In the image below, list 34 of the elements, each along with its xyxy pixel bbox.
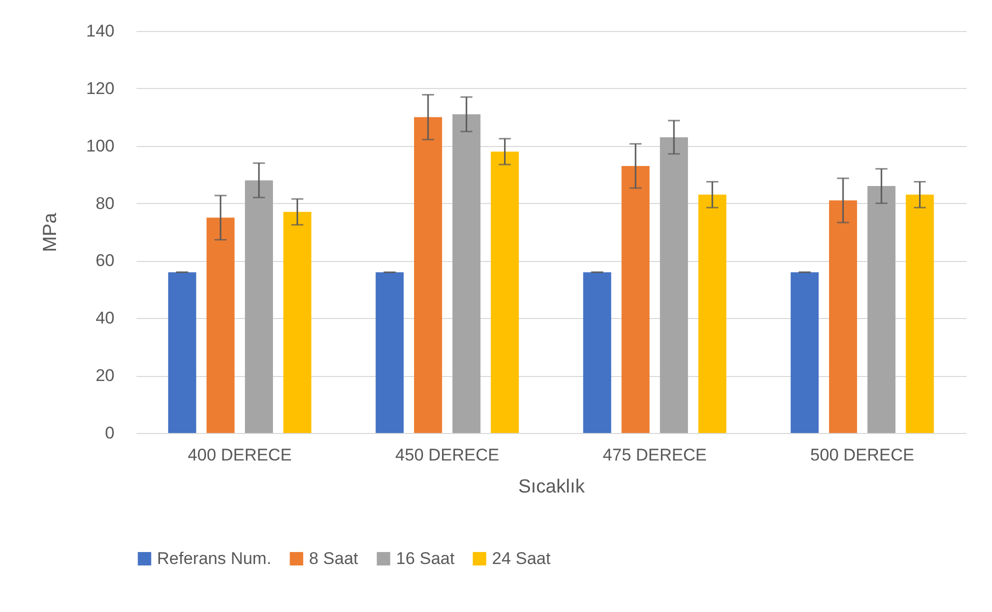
x-tick-label: 500 DERECE bbox=[810, 446, 914, 464]
bar bbox=[168, 272, 196, 433]
y-axis-title: MPa bbox=[40, 212, 62, 252]
bar bbox=[622, 166, 650, 433]
bar bbox=[790, 272, 819, 433]
legend-label: 16 Saat bbox=[396, 548, 455, 568]
x-tick-label: 450 DERECE bbox=[395, 446, 500, 464]
x-tick-label: 475 DERECE bbox=[602, 446, 707, 464]
bar bbox=[414, 117, 442, 433]
bar bbox=[244, 180, 273, 433]
legend-label: 24 Saat bbox=[492, 548, 551, 568]
legend-label: Referans Num. bbox=[157, 548, 272, 568]
y-tick-label: 120 bbox=[86, 78, 114, 98]
bar bbox=[583, 272, 612, 433]
bar bbox=[906, 194, 934, 433]
bar bbox=[376, 272, 404, 433]
y-tick-label: 0 bbox=[105, 424, 114, 442]
bar bbox=[490, 152, 519, 433]
y-tick-label: 100 bbox=[86, 136, 114, 156]
bar bbox=[283, 212, 312, 433]
y-tick-label: 80 bbox=[96, 194, 114, 213]
bar bbox=[867, 186, 896, 433]
x-axis-title: Sıcaklık bbox=[518, 476, 586, 498]
bar bbox=[206, 218, 235, 433]
x-tick-label: 400 DERECE bbox=[188, 446, 292, 464]
y-tick-label: 20 bbox=[96, 366, 114, 386]
legend-label: 8 Saat bbox=[309, 548, 358, 568]
y-tick-label: 60 bbox=[96, 251, 114, 270]
bar bbox=[452, 114, 480, 433]
y-tick-label: 40 bbox=[96, 308, 114, 328]
bar bbox=[698, 194, 726, 433]
bar bbox=[660, 137, 688, 433]
bar bbox=[829, 200, 858, 433]
y-tick-label: 140 bbox=[86, 22, 114, 40]
